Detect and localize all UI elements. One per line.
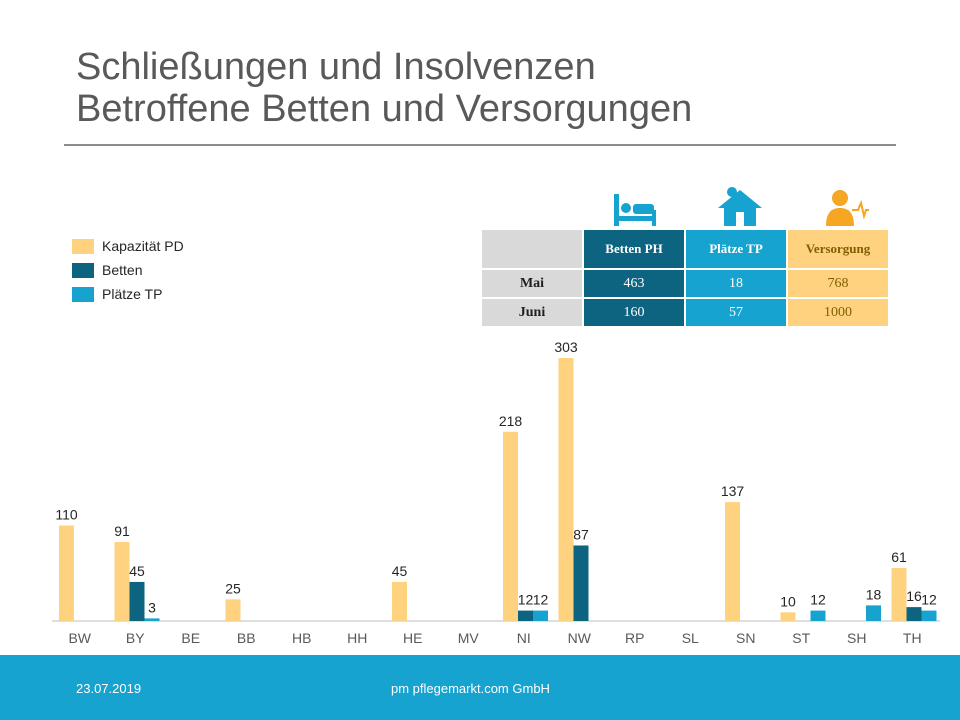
bar <box>225 599 241 621</box>
page-title: Schließungen und Insolvenzen Betroffene … <box>76 46 692 130</box>
table-cell-versorgung: 1000 <box>788 299 888 326</box>
x-tick-label: ST <box>792 630 810 646</box>
data-label: 45 <box>392 563 408 579</box>
data-label: 12 <box>518 592 534 608</box>
legend-label-kapazitaet: Kapazität PD <box>102 238 184 254</box>
bar <box>129 581 145 621</box>
bar <box>921 610 937 621</box>
x-tick-label: BE <box>181 630 200 646</box>
legend-swatch-kapazitaet <box>72 238 94 254</box>
x-tick-label: HB <box>292 630 311 646</box>
legend-item-betten: Betten <box>72 258 184 282</box>
table-row-label: Mai <box>482 270 582 297</box>
table-header-row: Betten PH Plätze TP Versorgung <box>482 230 888 268</box>
x-tick-label: RP <box>625 630 644 646</box>
legend-item-plaetze: Plätze TP <box>72 282 184 306</box>
table-cell-plaetze: 18 <box>686 270 786 297</box>
data-label: 91 <box>114 523 130 539</box>
data-label: 110 <box>55 507 78 523</box>
data-label: 218 <box>499 413 523 429</box>
bar <box>573 545 589 621</box>
x-tick-label: SL <box>682 630 699 646</box>
bar <box>866 605 881 621</box>
table-cell-plaetze: 57 <box>686 299 786 326</box>
footer-company: pm pflegemarkt.com GmbH <box>391 681 550 696</box>
title-line-2: Betroffene Betten und Versorgungen <box>76 88 693 130</box>
data-label: 45 <box>129 563 145 579</box>
x-tick-label: BB <box>237 630 256 646</box>
chart-legend: Kapazität PD Betten Plätze TP <box>72 234 184 306</box>
bar <box>906 607 922 621</box>
data-label: 137 <box>721 483 745 499</box>
data-label: 12 <box>533 592 549 608</box>
table-row: Mai 463 18 768 <box>482 270 888 297</box>
table-row: Juni 160 57 1000 <box>482 299 888 326</box>
bar <box>725 502 740 621</box>
x-tick-label: HE <box>403 630 422 646</box>
bar <box>518 610 533 621</box>
data-label: 12 <box>921 592 937 608</box>
data-label: 10 <box>780 593 796 609</box>
bar <box>533 610 548 621</box>
legend-swatch-plaetze <box>72 286 94 302</box>
bar <box>780 612 796 621</box>
x-tick-label: NW <box>568 630 592 646</box>
data-label: 18 <box>866 586 882 602</box>
person-care-icon <box>826 190 869 226</box>
bar <box>558 358 574 621</box>
data-label: 16 <box>906 588 922 604</box>
x-tick-label: TH <box>903 630 922 646</box>
legend-swatch-betten <box>72 262 94 278</box>
x-tick-label: BW <box>68 630 91 646</box>
x-tick-label: NI <box>517 630 531 646</box>
title-divider <box>64 144 896 146</box>
bar <box>114 542 130 621</box>
title-line-1: Schließungen und Insolvenzen <box>76 46 596 88</box>
bar-chart: BW BY BE BB HB HH HE MV NI NW RP SL SN ST SH TH 110 91 25 4… <box>52 339 940 646</box>
data-label: 87 <box>573 526 589 542</box>
footer-date: 23.07.2019 <box>76 681 142 696</box>
bar <box>891 568 907 621</box>
bar <box>503 431 518 621</box>
data-label: 303 <box>554 339 578 355</box>
data-label: 12 <box>810 592 826 608</box>
legend-label-plaetze: Plätze TP <box>102 286 163 302</box>
x-tick-label: SN <box>736 630 755 646</box>
house-icon <box>718 187 762 226</box>
table-header-versorgung: Versorgung <box>788 230 888 268</box>
x-tick-label: MV <box>458 630 480 646</box>
data-label: 3 <box>148 599 156 615</box>
summary-table: Betten PH Plätze TP Versorgung Mai 463 1… <box>480 228 890 328</box>
table-cell-betten: 160 <box>584 299 684 326</box>
x-tick-label: SH <box>847 630 866 646</box>
legend-label-betten: Betten <box>102 262 143 278</box>
legend-item-kapazitaet: Kapazität PD <box>72 234 184 258</box>
table-cell-versorgung: 768 <box>788 270 888 297</box>
table-corner-cell <box>482 230 582 268</box>
table-header-plaetze: Plätze TP <box>686 230 786 268</box>
footer-bar: 23.07.2019 pm pflegemarkt.com GmbH <box>0 655 960 720</box>
bed-icon <box>614 194 656 226</box>
bar <box>392 581 407 621</box>
data-label: 25 <box>225 580 241 596</box>
table-header-betten: Betten PH <box>584 230 684 268</box>
data-label: 61 <box>891 549 907 565</box>
bar <box>59 525 74 621</box>
bar <box>810 610 826 621</box>
table-cell-betten: 463 <box>584 270 684 297</box>
x-tick-label: BY <box>126 630 145 646</box>
x-tick-label: HH <box>347 630 367 646</box>
table-row-label: Juni <box>482 299 582 326</box>
bar <box>144 618 160 621</box>
